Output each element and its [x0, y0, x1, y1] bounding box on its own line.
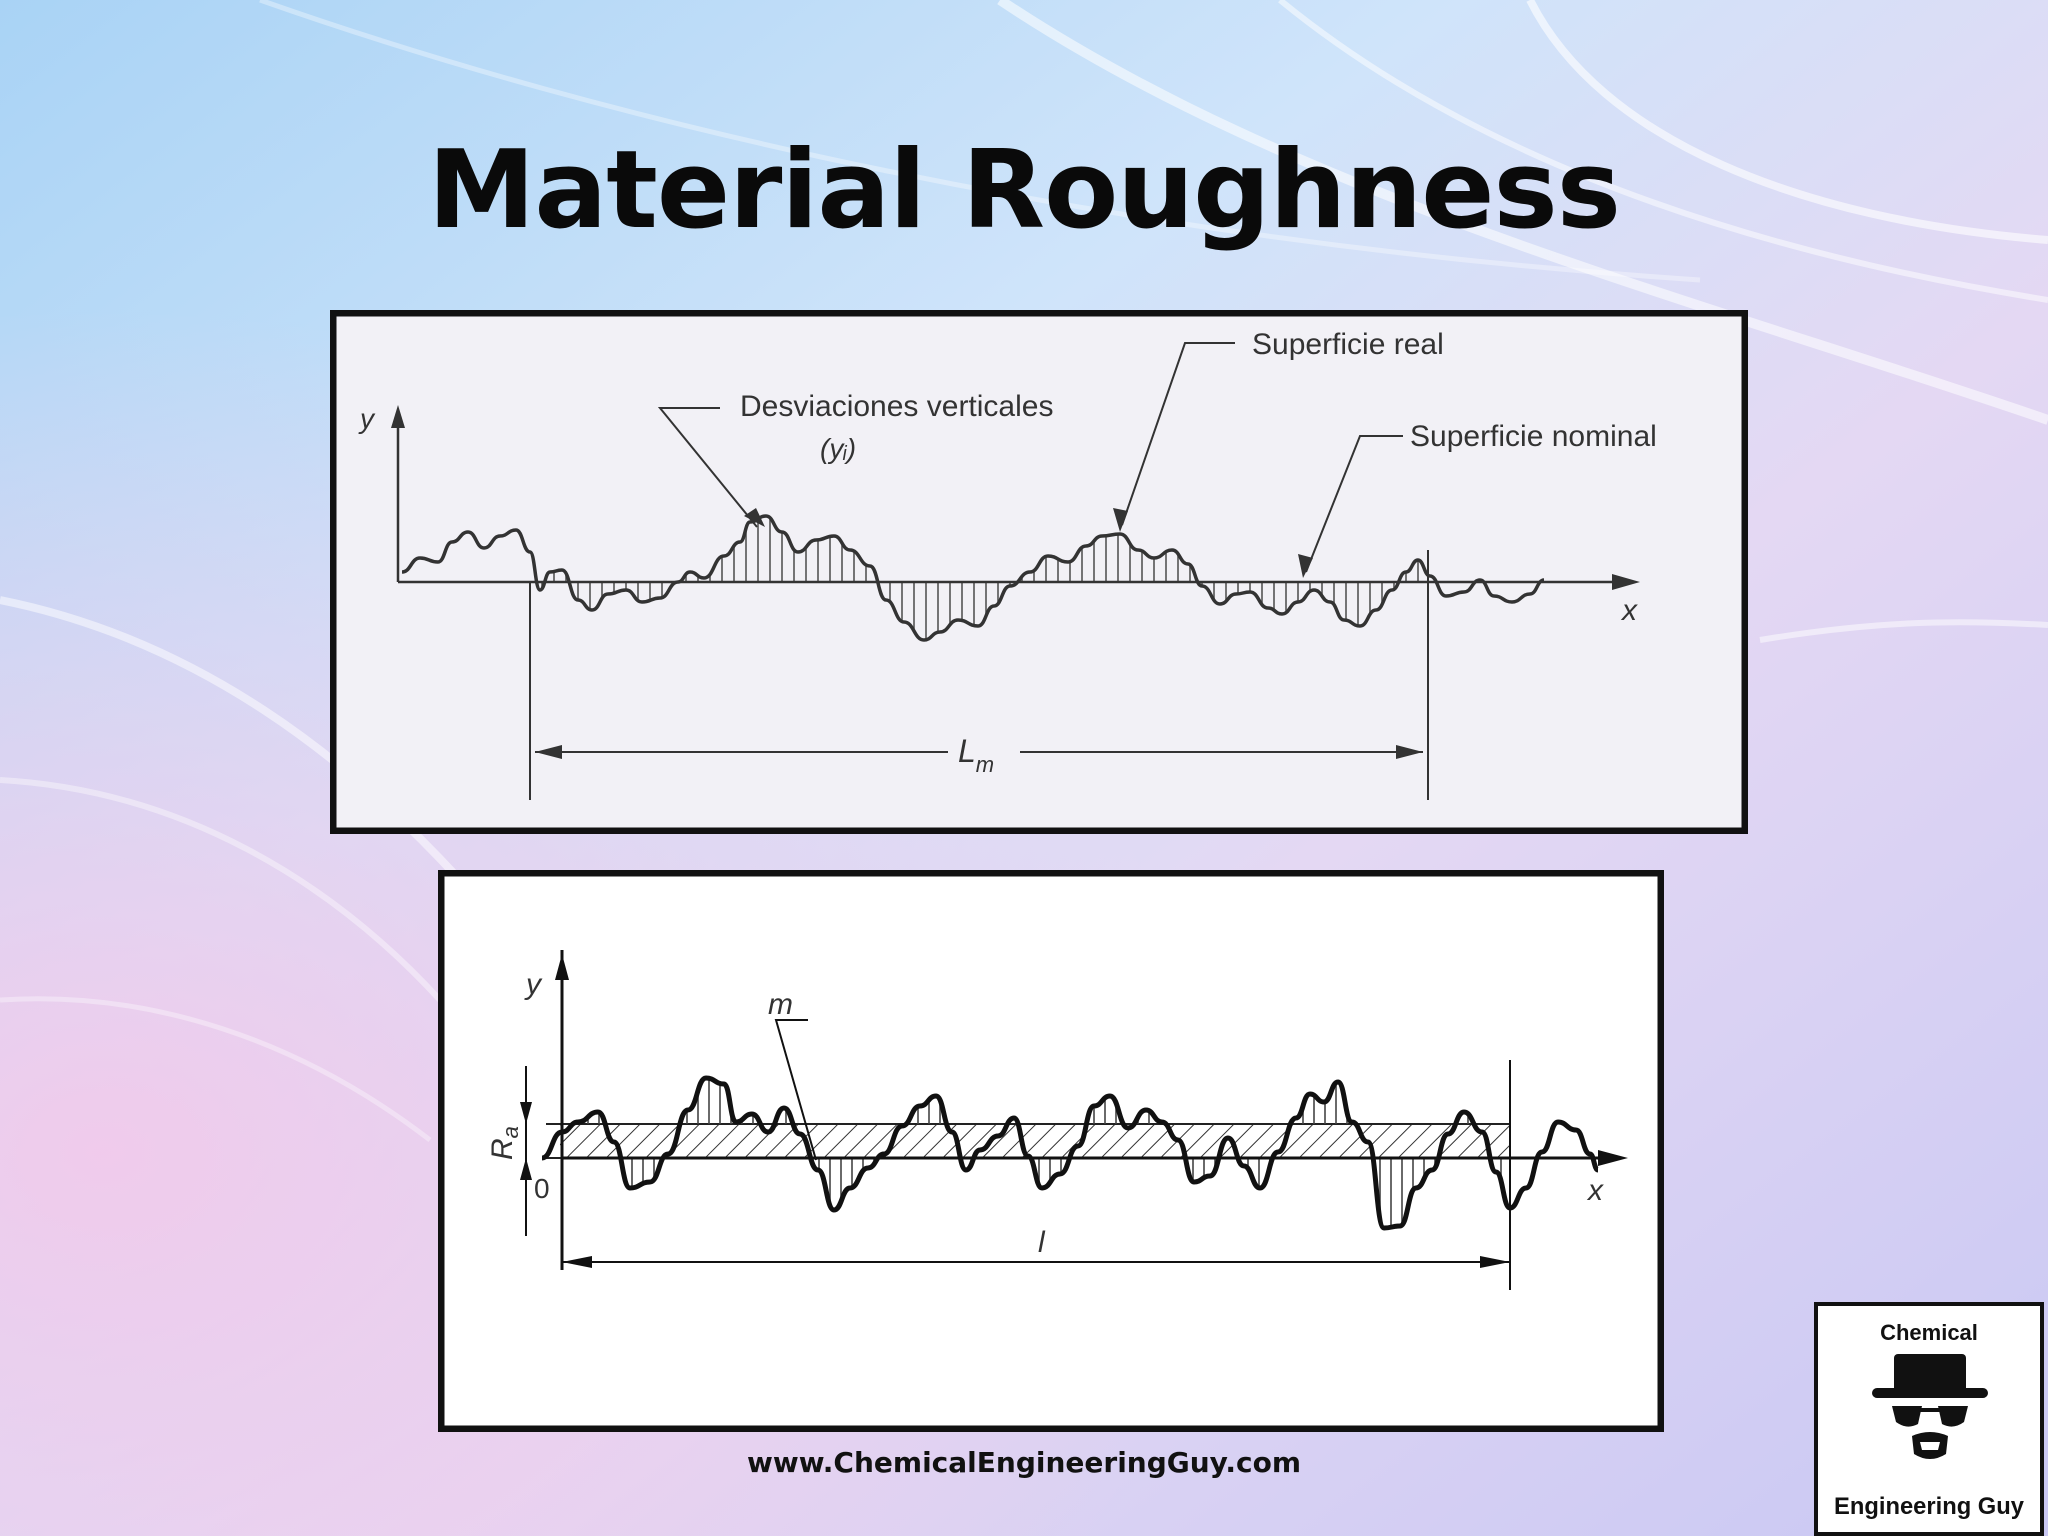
vertical-deviations-label: Desviaciones verticales — [740, 390, 1053, 423]
logo-line-2: Engineering Guy — [1834, 1493, 2025, 1520]
leader-vertical-deviations-arrow — [744, 508, 765, 527]
sampling-length-label: l — [1038, 1226, 1046, 1259]
y-axis-arrowhead — [555, 954, 569, 980]
roughness-profile-diagram: y x Desviaciones verticales (yᵢ) Superfi… — [330, 310, 1748, 834]
footer-url: www.ChemicalEngineeringGuy.com — [746, 1446, 1302, 1479]
dimension-arrow-left — [562, 1256, 592, 1268]
x-axis-arrowhead — [1612, 574, 1640, 590]
y-axis-label: y — [524, 968, 543, 1001]
dimension-arrow-left — [535, 745, 562, 759]
x-axis-label: x — [1620, 594, 1638, 627]
y-axis-arrowhead — [391, 405, 405, 428]
leader-nominal-surface — [1305, 435, 1403, 573]
leader-real-surface-arrow — [1113, 508, 1128, 532]
x-axis-arrowhead — [1598, 1150, 1628, 1166]
leader-vertical-deviations — [657, 407, 758, 528]
x-axis-label: x — [1586, 1174, 1604, 1207]
hat-icon — [1894, 1354, 1966, 1392]
real-surface-profile — [401, 514, 1545, 642]
surface-profile — [541, 1075, 1600, 1231]
mean-line-leader — [774, 1019, 817, 1161]
diagram-frame — [330, 310, 1748, 834]
dimension-arrow-right — [1480, 1256, 1510, 1268]
ra-arrow-up — [520, 1158, 532, 1180]
chemical-engineering-guy-logo: Chemical Engineering Guy — [1814, 1302, 2044, 1536]
leader-nominal-surface-arrow — [1298, 554, 1313, 578]
real-surface-label: Superficie real — [1252, 328, 1444, 361]
leader-real-surface — [1121, 342, 1235, 526]
ra-band — [560, 1124, 1510, 1158]
goatee-icon — [1912, 1432, 1948, 1459]
y-axis-label: y — [358, 403, 376, 434]
logo-line-1: Chemical — [1880, 1320, 1978, 1345]
sunglasses-icon — [1892, 1406, 1968, 1427]
vertical-deviations-symbol: (yᵢ) — [820, 433, 856, 464]
origin-label: 0 — [534, 1173, 550, 1204]
slide-title: Material Roughness — [427, 128, 1621, 253]
ra-arrow-down — [520, 1102, 532, 1124]
mean-line-label: m — [768, 988, 793, 1021]
arithmetic-mean-roughness-diagram: y x m Ra 0 l — [438, 870, 1664, 1432]
dimension-arrow-right — [1396, 745, 1423, 759]
nominal-surface-label: Superficie nominal — [1410, 420, 1657, 453]
ra-label: Ra — [486, 1126, 523, 1160]
sampling-length-label: Lm — [958, 733, 994, 777]
